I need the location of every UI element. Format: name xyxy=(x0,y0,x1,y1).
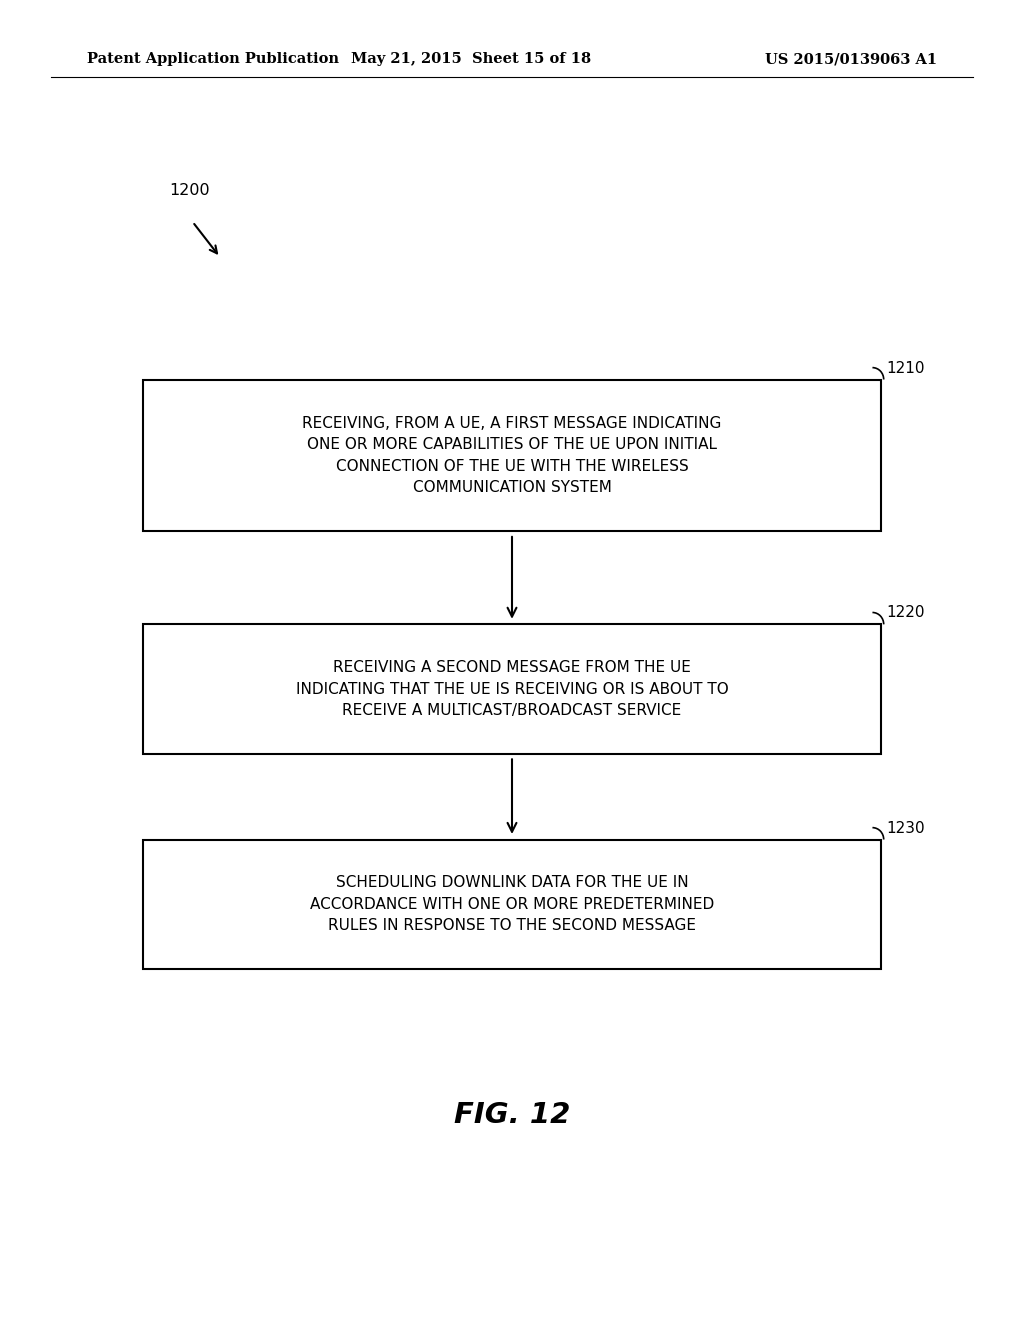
Bar xyxy=(143,840,881,969)
Bar xyxy=(143,624,881,754)
Text: FIG. 12: FIG. 12 xyxy=(454,1101,570,1130)
Text: US 2015/0139063 A1: US 2015/0139063 A1 xyxy=(765,53,937,66)
Bar xyxy=(143,380,881,531)
Text: 1230: 1230 xyxy=(886,821,925,836)
Text: SCHEDULING DOWNLINK DATA FOR THE UE IN
ACCORDANCE WITH ONE OR MORE PREDETERMINED: SCHEDULING DOWNLINK DATA FOR THE UE IN A… xyxy=(310,875,714,933)
Text: RECEIVING A SECOND MESSAGE FROM THE UE
INDICATING THAT THE UE IS RECEIVING OR IS: RECEIVING A SECOND MESSAGE FROM THE UE I… xyxy=(296,660,728,718)
Text: May 21, 2015  Sheet 15 of 18: May 21, 2015 Sheet 15 of 18 xyxy=(351,53,591,66)
Text: 1200: 1200 xyxy=(169,183,210,198)
Text: RECEIVING, FROM A UE, A FIRST MESSAGE INDICATING
ONE OR MORE CAPABILITIES OF THE: RECEIVING, FROM A UE, A FIRST MESSAGE IN… xyxy=(302,416,722,495)
Text: Patent Application Publication: Patent Application Publication xyxy=(87,53,339,66)
Text: 1210: 1210 xyxy=(886,360,925,375)
Text: 1220: 1220 xyxy=(886,606,925,620)
